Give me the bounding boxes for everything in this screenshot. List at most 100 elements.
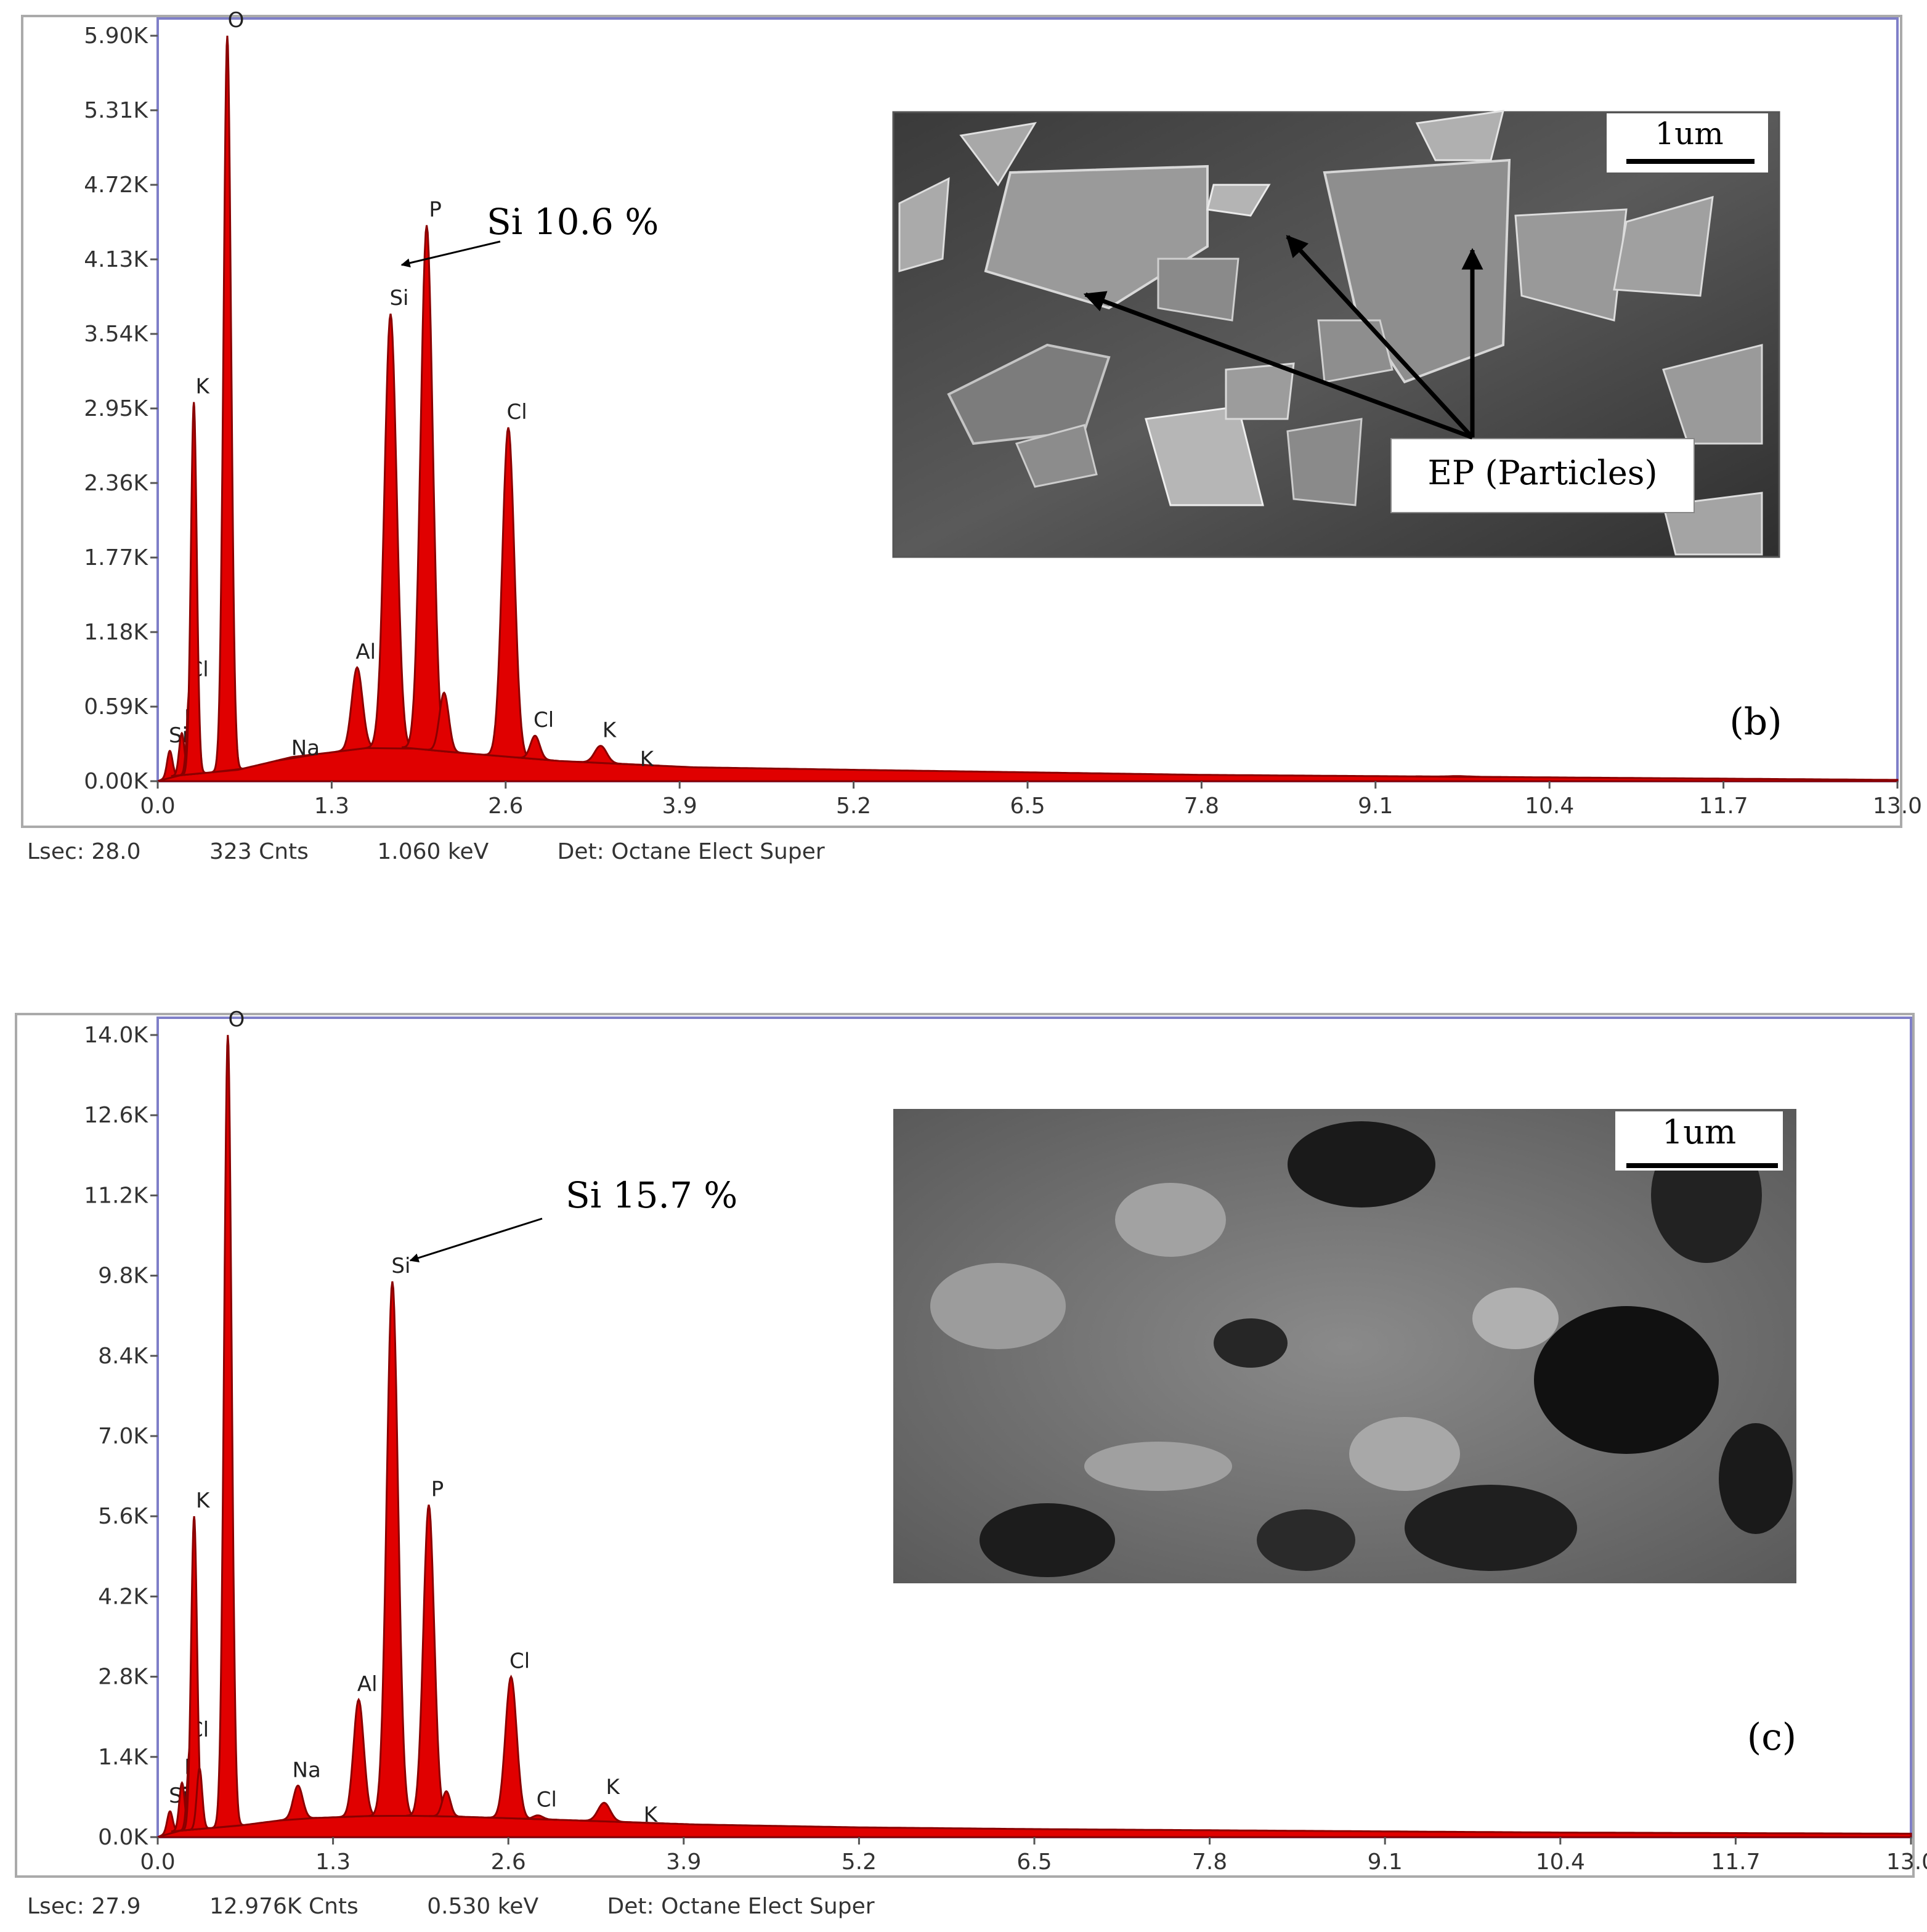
annotation-arrow <box>400 240 501 268</box>
peak-label: P <box>429 198 442 222</box>
y-tick-label: 3.54K <box>84 322 148 347</box>
spectrum-peak <box>616 763 660 767</box>
scale-bar-label: 1um <box>1662 1113 1736 1151</box>
spectrum-peak <box>335 665 379 753</box>
eds-panel-c: SiPClKONaAlSiPClClKK 0.01.32.63.95.26.57… <box>0 998 1927 1932</box>
annotation-arrow <box>409 1217 543 1263</box>
peak-label: Si <box>389 286 408 310</box>
spectrum-peak <box>406 1504 452 1817</box>
y-tick-label: 4.72K <box>84 172 148 198</box>
x-tick-label: 11.7 <box>1711 1849 1760 1875</box>
spectrum-peak <box>519 1814 558 1821</box>
spectrum-layer: SiPClKONaAlSiPClClKK <box>157 8 1899 782</box>
y-tick-label: 2.8K <box>98 1665 148 1690</box>
peak-label: P <box>431 1477 444 1502</box>
panel-label: (b) <box>1729 700 1782 744</box>
axes-layer: 0.0 1.3 2.6 3.9 5.2 6.5 7.8 9.1 10.4 11.7 13.0 0.0K… <box>84 1023 1927 1875</box>
live-seconds: Lsec: 27.9 <box>27 1894 141 1919</box>
x-tick-label: 13.0 <box>1873 794 1922 819</box>
x-tick-label: 10.4 <box>1536 1849 1585 1875</box>
peak-label: Cl <box>537 1788 557 1812</box>
peak-label: Si <box>391 1254 410 1278</box>
spectrum-peak <box>187 1766 211 1831</box>
y-tick-label: 11.2K <box>84 1183 148 1208</box>
status-bar-b: Lsec: 28.0 323 Cnts 1.060 keV Det: Octan… <box>27 839 886 864</box>
y-tick-label: 1.77K <box>84 545 148 570</box>
y-tick-label: 1.18K <box>84 620 148 645</box>
x-tick-label: 11.7 <box>1699 794 1748 819</box>
peak-label: K <box>196 375 211 399</box>
y-tick-label: 4.13K <box>84 247 148 272</box>
peak-label: Al <box>357 1672 378 1697</box>
outer-frame <box>21 15 1902 828</box>
spectrum-peak <box>338 1697 379 1818</box>
y-tick-label: 5.31K <box>84 98 148 123</box>
detector: Det: Octane Elect Super <box>607 1894 875 1919</box>
spectrum-peak <box>487 1674 535 1820</box>
y-tick-label: 8.4K <box>98 1344 148 1369</box>
eds-chart-b: SiPClKONaAlSiPClClKK 0.01.32.63.95.26.57… <box>21 8 1922 828</box>
live-seconds: Lsec: 28.0 <box>27 839 141 864</box>
spectrum-peak <box>1415 775 1502 778</box>
spectrum-peak <box>576 745 625 765</box>
callout-arrow <box>1083 291 1474 440</box>
y-tick-label: 7.0K <box>98 1424 148 1449</box>
x-tick-label: 9.1 <box>1358 794 1393 819</box>
y-tick-label: 0.0K <box>98 1825 148 1850</box>
spectrum-peak <box>429 1790 463 1818</box>
spectrum-layer: SiPClKONaAlSiPClClKK <box>157 1007 1912 1838</box>
y-tick-label: 5.90K <box>84 23 148 49</box>
x-tick-label: 2.6 <box>488 794 523 819</box>
y-tick-label: 14.0K <box>84 1023 148 1048</box>
panel-label: (c) <box>1747 1716 1796 1759</box>
y-tick-label: 2.95K <box>84 396 148 421</box>
spectrum-peak <box>211 1034 244 1829</box>
spectrum-peak <box>365 313 416 750</box>
spectrum-peak <box>402 225 452 753</box>
x-tick-label: 9.1 <box>1368 1849 1403 1875</box>
x-tick-label: 7.8 <box>1192 1849 1227 1875</box>
spectrum-peak <box>580 1801 629 1824</box>
y-tick-label: 9.8K <box>98 1264 148 1289</box>
spectrum-peak <box>368 1281 416 1817</box>
scale-bar-label: 1um <box>1655 116 1723 152</box>
peak-label: O <box>228 1007 245 1032</box>
callout-label: EP (Particles) <box>1427 453 1657 492</box>
outer-frame <box>15 1013 1915 1878</box>
detector: Det: Octane Elect Super <box>557 839 825 864</box>
peak-label: K <box>196 1488 211 1513</box>
status-bar-c: Lsec: 27.9 12.976K Cnts 0.530 keV Det: O… <box>27 1894 936 1919</box>
eds-panel-b: SiPClKONaAlSiPClClKK 0.01.32.63.95.26.57… <box>0 0 1927 875</box>
spectrum-peak <box>620 1820 664 1825</box>
sem-inset-c: 1um <box>893 1109 1796 1583</box>
peak-label: Al <box>355 639 376 664</box>
x-tick-label: 0.0 <box>140 794 175 819</box>
axes-layer: 0.0 1.3 2.6 3.9 5.2 6.5 7.8 9.1 10.4 11.7 13.0 0.00… <box>84 23 1922 819</box>
si-percent-annotation: Si 10.6 % <box>487 201 659 243</box>
spectrum-peak <box>211 35 243 774</box>
y-tick-label: 1.4K <box>98 1745 148 1770</box>
spectrum-continuum <box>157 1814 1912 1838</box>
spectrum-peak <box>181 402 207 776</box>
spectrum-peak <box>483 427 533 760</box>
x-tick-label: 7.8 <box>1184 794 1219 819</box>
x-tick-label: 2.6 <box>491 1849 526 1875</box>
x-tick-label: 3.9 <box>666 1849 701 1875</box>
y-tick-label: 5.6K <box>98 1504 148 1529</box>
spectrum-peak <box>516 734 554 761</box>
x-tick-label: 6.5 <box>1016 1849 1052 1875</box>
peak-label: K <box>644 1803 659 1827</box>
spectrum-peak <box>275 753 318 762</box>
peak-label: K <box>606 1775 620 1800</box>
x-tick-label: 5.2 <box>842 1849 877 1875</box>
x-tick-label: 10.4 <box>1525 794 1574 819</box>
x-tick-label: 0.0 <box>140 1849 175 1875</box>
spectrum-peak <box>278 1784 317 1822</box>
y-tick-label: 4.2K <box>98 1584 148 1609</box>
x-tick-label: 1.3 <box>314 794 349 819</box>
y-tick-label: 0.00K <box>84 769 148 794</box>
peak-label: K <box>602 718 617 743</box>
y-tick-label: 2.36K <box>84 471 148 496</box>
x-tick-label: 6.5 <box>1010 794 1045 819</box>
peak-label: O <box>228 8 245 33</box>
